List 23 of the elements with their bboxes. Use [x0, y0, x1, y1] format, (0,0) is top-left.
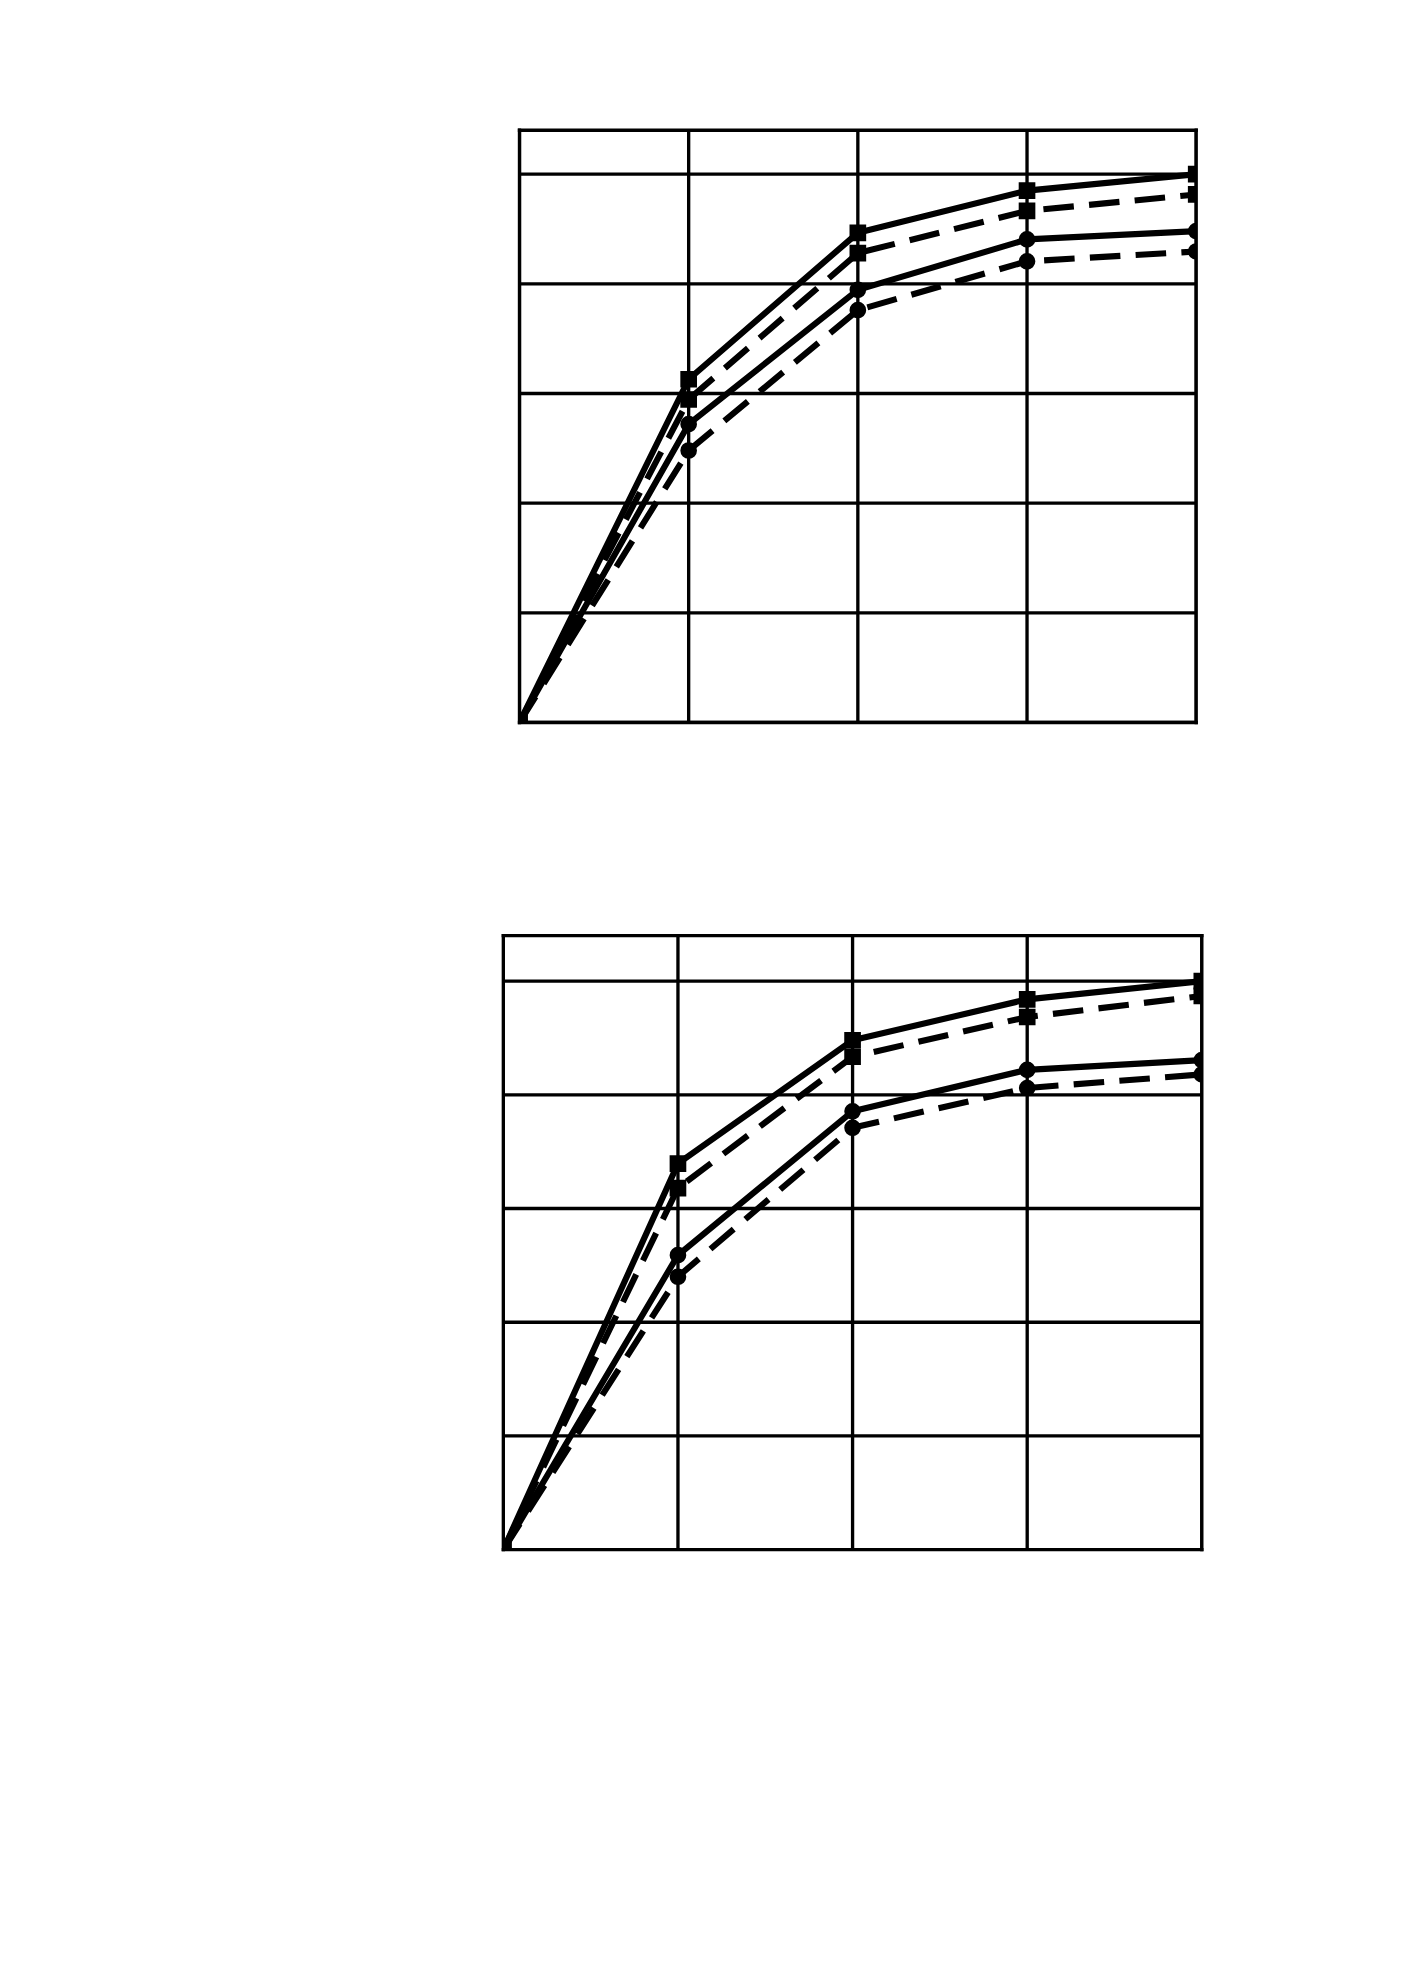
point — [680, 415, 697, 433]
point — [849, 301, 867, 319]
point — [844, 1031, 861, 1049]
point — [849, 224, 867, 242]
point — [849, 281, 867, 299]
point — [669, 1268, 687, 1286]
point — [844, 1102, 861, 1120]
point — [680, 370, 697, 388]
point — [1018, 231, 1036, 248]
point — [669, 1246, 687, 1264]
point — [844, 1119, 861, 1137]
point — [849, 244, 867, 262]
point — [844, 1048, 861, 1066]
point — [1018, 1061, 1036, 1079]
point — [1018, 1008, 1036, 1026]
point — [669, 1155, 687, 1172]
point — [1018, 991, 1036, 1008]
point — [669, 1179, 687, 1197]
point — [680, 442, 697, 459]
point — [1018, 202, 1036, 220]
point — [1018, 182, 1036, 199]
point — [1018, 253, 1036, 270]
point — [680, 391, 697, 408]
